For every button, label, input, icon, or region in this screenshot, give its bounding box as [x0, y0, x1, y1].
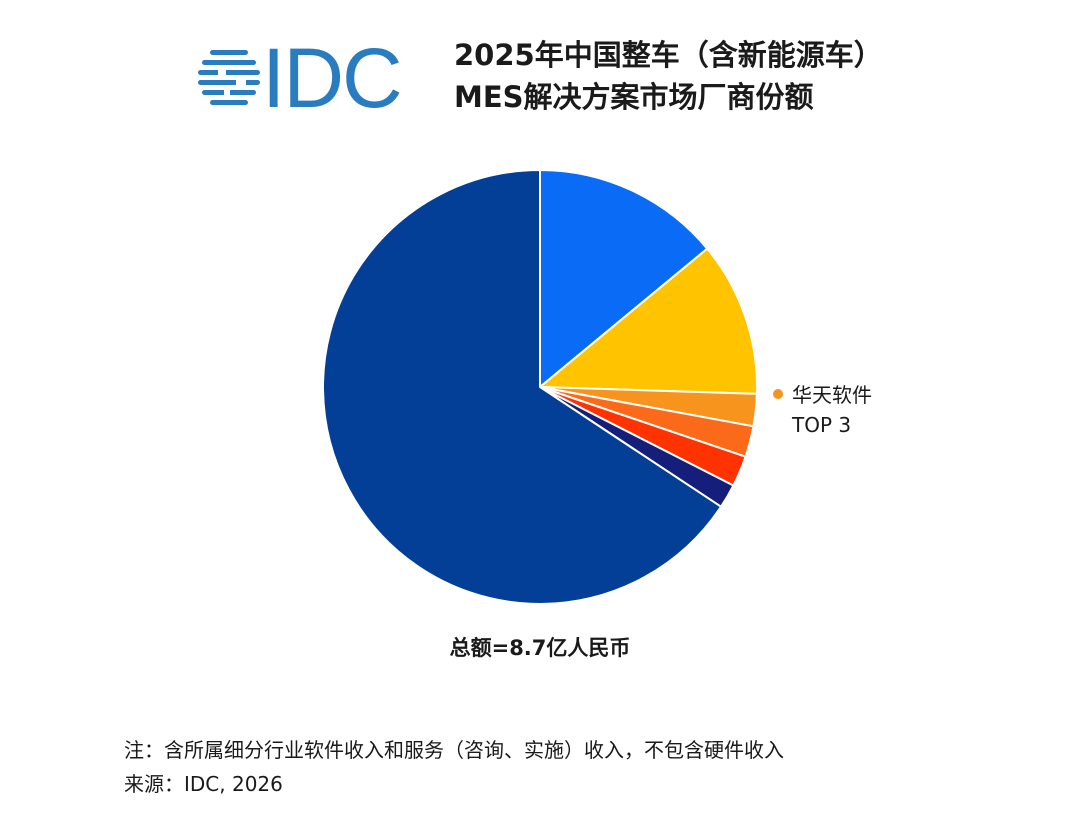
market-share-pie-chart	[322, 169, 758, 605]
footer-note: 注：含所属细分行业软件收入和服务（咨询、实施）收入，不包含硬件收入	[124, 738, 784, 762]
idc-logo-globe-icon	[198, 50, 260, 105]
pie-slice-7	[322, 169, 722, 605]
callout-text: 华天软件 TOP 3	[792, 380, 872, 440]
pie-slice-2	[539, 247, 758, 395]
chart-title: 2025年中国整车（含新能源车） MES解决方案市场厂商份额	[454, 34, 883, 118]
pie-slice-1	[539, 169, 709, 388]
idc-logo-text: IDC	[262, 31, 403, 125]
chart-title-line-2: MES解决方案市场厂商份额	[454, 80, 814, 114]
callout-dot-icon	[773, 389, 783, 399]
chart-title-line-1: 2025年中国整车（含新能源车）	[454, 38, 883, 72]
footer-source: 来源：IDC, 2026	[124, 772, 283, 796]
callout-rank: TOP 3	[792, 413, 852, 437]
total-amount: 总额=8.7亿人民币	[449, 636, 631, 660]
idc-logo: IDC	[196, 36, 426, 120]
callout-vendor-name: 华天软件	[792, 383, 872, 407]
chart-header: IDC 2025年中国整车（含新能源车） MES解决方案市场厂商份额	[196, 28, 996, 128]
footer-notes: 注：含所属细分行业软件收入和服务（咨询、实施）收入，不包含硬件收入 来源：IDC…	[124, 733, 784, 801]
